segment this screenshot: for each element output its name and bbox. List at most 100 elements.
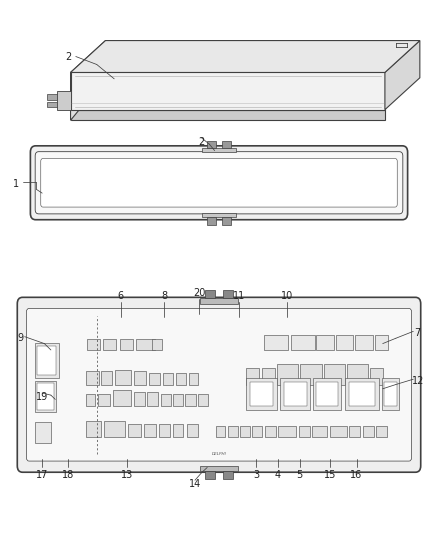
Text: 3: 3 xyxy=(253,470,259,480)
Bar xyxy=(161,394,171,406)
Bar xyxy=(134,372,146,385)
FancyBboxPatch shape xyxy=(26,309,412,461)
Bar xyxy=(363,426,374,437)
Bar xyxy=(103,338,116,350)
Bar xyxy=(205,290,215,298)
Bar xyxy=(246,368,259,385)
Bar xyxy=(376,426,387,437)
Bar xyxy=(85,372,99,385)
FancyBboxPatch shape xyxy=(35,152,403,214)
Bar xyxy=(283,382,307,406)
Bar xyxy=(113,390,131,406)
Text: 17: 17 xyxy=(36,470,48,480)
Bar xyxy=(317,382,338,406)
Bar xyxy=(347,364,367,385)
Bar xyxy=(222,141,231,148)
Polygon shape xyxy=(57,91,71,110)
Bar xyxy=(381,378,399,410)
Bar xyxy=(250,382,273,406)
Bar xyxy=(35,381,57,413)
Text: 8: 8 xyxy=(161,290,167,301)
Bar xyxy=(246,378,277,410)
Bar xyxy=(136,338,155,350)
Text: 12: 12 xyxy=(411,376,424,386)
Bar xyxy=(300,364,322,385)
Bar xyxy=(147,392,158,406)
Bar xyxy=(35,422,51,443)
Bar xyxy=(103,422,125,437)
Bar xyxy=(163,373,173,385)
Bar xyxy=(200,298,238,304)
Text: 1: 1 xyxy=(13,179,19,189)
Bar xyxy=(223,290,233,298)
Bar xyxy=(264,335,288,350)
Bar xyxy=(262,368,275,385)
Bar xyxy=(201,213,237,217)
Text: 19: 19 xyxy=(36,392,48,402)
Text: 18: 18 xyxy=(62,470,74,480)
Bar xyxy=(128,424,141,437)
Bar xyxy=(280,378,311,410)
Bar xyxy=(324,364,345,385)
FancyBboxPatch shape xyxy=(17,297,421,472)
Bar xyxy=(152,338,162,350)
Polygon shape xyxy=(71,72,385,110)
Bar xyxy=(316,335,334,350)
Bar xyxy=(356,335,373,350)
Polygon shape xyxy=(385,41,420,110)
Bar xyxy=(278,426,296,437)
Bar xyxy=(216,426,225,437)
Text: 20: 20 xyxy=(193,288,205,298)
Text: 9: 9 xyxy=(17,333,23,343)
Bar xyxy=(200,466,238,471)
Bar xyxy=(345,378,379,410)
Bar xyxy=(115,370,131,385)
Bar xyxy=(265,426,276,437)
Bar xyxy=(87,338,100,350)
Bar xyxy=(120,338,133,350)
Bar xyxy=(313,378,342,410)
Text: 6: 6 xyxy=(118,290,124,301)
Bar xyxy=(144,424,156,437)
Bar xyxy=(205,471,215,479)
Text: 15: 15 xyxy=(324,470,336,480)
Bar xyxy=(35,343,59,378)
Text: 2: 2 xyxy=(198,136,205,147)
Text: 16: 16 xyxy=(350,470,363,480)
Text: 2: 2 xyxy=(65,52,71,61)
Bar xyxy=(384,382,397,406)
Bar xyxy=(187,424,198,437)
Bar xyxy=(370,368,383,385)
Bar xyxy=(227,426,238,437)
Text: 7: 7 xyxy=(414,328,421,338)
Bar xyxy=(198,394,208,406)
Bar xyxy=(223,471,233,479)
Text: 5: 5 xyxy=(297,470,303,480)
Bar xyxy=(134,392,145,406)
FancyBboxPatch shape xyxy=(30,146,408,220)
Bar xyxy=(85,394,95,406)
Text: 4: 4 xyxy=(275,470,281,480)
Bar xyxy=(37,383,54,410)
Bar xyxy=(149,373,160,385)
Bar xyxy=(312,426,327,437)
Bar xyxy=(207,217,216,225)
Bar xyxy=(176,373,187,385)
Bar xyxy=(98,394,110,406)
Bar xyxy=(185,394,196,406)
Bar xyxy=(46,102,57,107)
Bar xyxy=(85,422,101,437)
Text: 13: 13 xyxy=(121,470,134,480)
Bar xyxy=(101,372,112,385)
Bar xyxy=(240,426,250,437)
Bar xyxy=(336,335,353,350)
Bar xyxy=(37,346,57,375)
Text: DELPHI: DELPHI xyxy=(212,452,226,456)
Bar xyxy=(349,382,375,406)
Polygon shape xyxy=(71,110,385,120)
Bar xyxy=(46,94,57,100)
Bar xyxy=(222,217,231,225)
Bar xyxy=(251,426,262,437)
Bar xyxy=(299,426,310,437)
Text: 11: 11 xyxy=(233,290,245,301)
